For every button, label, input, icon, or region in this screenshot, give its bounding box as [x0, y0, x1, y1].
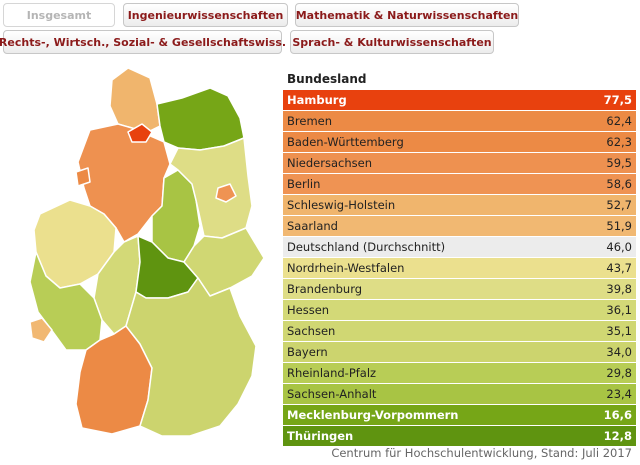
table-row[interactable]: Niedersachsen 59,5 [283, 153, 636, 173]
state-name: Sachsen [287, 324, 336, 338]
tab-mathematik-naturwissenschaften[interactable]: Mathematik & Naturwissenschaften [295, 3, 519, 27]
map-region-berlin[interactable] [215, 183, 237, 203]
state-name: Thüringen [287, 429, 354, 443]
state-name: Bremen [287, 114, 333, 128]
state-value: 62,4 [606, 114, 632, 128]
table-row[interactable]: Bremen 62,4 [283, 111, 636, 131]
table-row[interactable]: Nordrhein-Westfalen 43,7 [283, 258, 636, 278]
state-value: 77,5 [603, 93, 632, 107]
map-region-mecklenburg-vorpommern[interactable] [156, 87, 245, 151]
table-row[interactable]: Saarland 51,9 [283, 216, 636, 236]
ranking-table: Hamburg 77,5 Bremen 62,4 Baden-Württemberg 62… [283, 90, 636, 447]
tab-rechts-wirtschaft-sozial[interactable]: Rechts-, Wirtsch., Sozial- & Gesellschaf… [0, 30, 286, 54]
state-name: Mecklenburg-Vorpommern [287, 408, 459, 422]
source-footer: Centrum für Hochschulentwicklung, Stand:… [331, 446, 632, 460]
state-value: 39,8 [606, 282, 632, 296]
table-row[interactable]: Schleswig-Holstein 52,7 [283, 195, 636, 215]
state-name: Bayern [287, 345, 328, 359]
state-name: Niedersachsen [287, 156, 372, 170]
state-name: Hessen [287, 303, 330, 317]
map-region-schleswig-holstein[interactable] [109, 67, 161, 133]
state-value: 35,1 [606, 324, 632, 338]
table-row[interactable]: Bayern 34,0 [283, 342, 636, 362]
state-name: Hamburg [287, 93, 347, 107]
state-name: Brandenburg [287, 282, 363, 296]
state-value: 34,0 [606, 345, 632, 359]
table-row[interactable]: Hamburg 77,5 [283, 90, 636, 110]
state-name: Baden-Württemberg [287, 135, 404, 149]
state-value: 29,8 [606, 366, 632, 380]
state-value: 52,7 [606, 198, 632, 212]
tab-insgesamt[interactable]: Insgesamt [3, 3, 115, 27]
state-name: Sachsen-Anhalt [287, 387, 377, 401]
table-row[interactable]: Rheinland-Pfalz 29,8 [283, 363, 636, 383]
state-value: 36,1 [606, 303, 632, 317]
table-row[interactable]: Sachsen 35,1 [283, 321, 636, 341]
table-row[interactable]: Berlin 58,6 [283, 174, 636, 194]
tab-ingenieurwissenschaften[interactable]: Ingenieurwissenschaften [123, 3, 288, 27]
state-value: 62,3 [606, 135, 632, 149]
state-value: 58,6 [606, 177, 632, 191]
tab-sprach-kulturwissenschaften[interactable]: Sprach- & Kulturwissenschaften [290, 30, 494, 54]
state-value: 46,0 [606, 240, 632, 254]
table-row[interactable]: Brandenburg 39,8 [283, 279, 636, 299]
table-row[interactable]: Thüringen 12,8 [283, 426, 636, 446]
map-region-bayern[interactable] [125, 277, 257, 437]
table-row[interactable]: Baden-Württemberg 62,3 [283, 132, 636, 152]
state-name: Rheinland-Pfalz [287, 366, 377, 380]
state-value: 12,8 [603, 429, 632, 443]
state-name: Deutschland (Durchschnitt) [287, 240, 446, 254]
state-value: 16,6 [603, 408, 632, 422]
map-region-hamburg[interactable] [127, 123, 153, 143]
state-name: Schleswig-Holstein [287, 198, 396, 212]
table-row[interactable]: Mecklenburg-Vorpommern 16,6 [283, 405, 636, 425]
map-region-bremen[interactable] [75, 167, 91, 187]
state-value: 23,4 [606, 387, 632, 401]
state-name: Berlin [287, 177, 321, 191]
state-value: 43,7 [606, 261, 632, 275]
state-value: 51,9 [606, 219, 632, 233]
state-name: Nordrhein-Westfalen [287, 261, 405, 275]
table-header: Bundesland [287, 72, 367, 86]
table-row[interactable]: Sachsen-Anhalt 23,4 [283, 384, 636, 404]
table-row[interactable]: Hessen 36,1 [283, 300, 636, 320]
germany-map [29, 67, 265, 437]
state-name: Saarland [287, 219, 338, 233]
table-row[interactable]: Deutschland (Durchschnitt) 46,0 [283, 237, 636, 257]
state-value: 59,5 [606, 156, 632, 170]
map-region-saarland[interactable] [29, 317, 53, 343]
